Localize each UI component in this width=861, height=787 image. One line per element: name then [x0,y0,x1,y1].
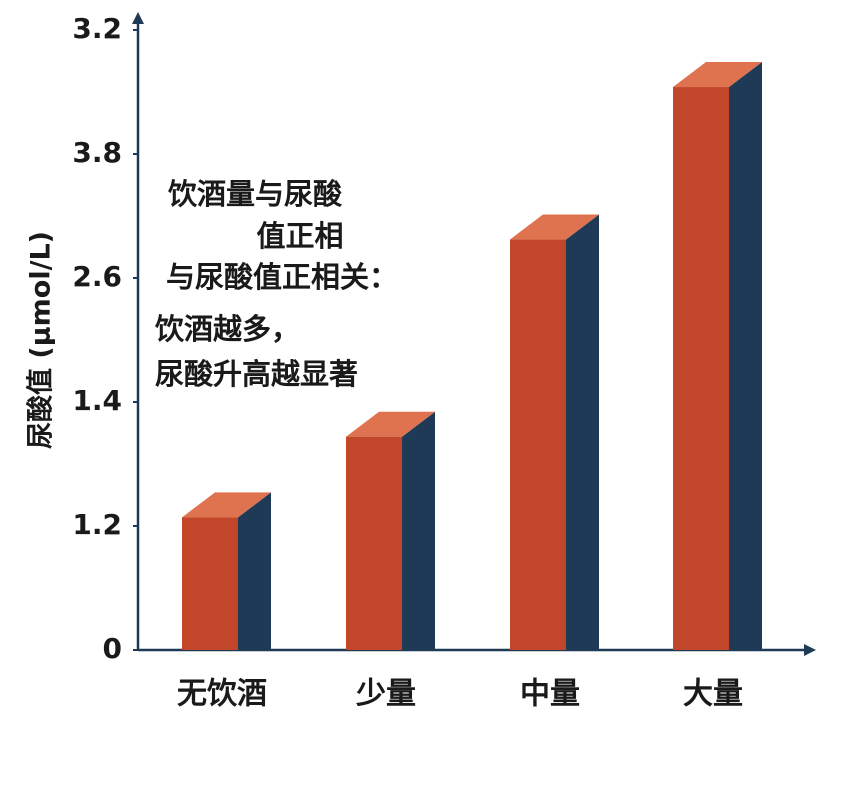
y-tick-label: 2.6 [72,260,122,293]
annotation: 值正相 [256,219,343,253]
y-tick-label: 1.2 [72,508,122,541]
bar [673,87,729,651]
annotation: 尿酸升高越显著 [155,357,358,391]
bar-top [510,214,599,240]
x-tick-label: 中量 [520,677,580,712]
y-tick-label: 0 [103,632,122,665]
bar-top [346,411,435,437]
x-tick-label: 大量 [683,677,743,712]
x-tick-label: 无饮酒 [177,677,267,712]
annotation: 与尿酸值正相关： [166,260,398,294]
bar-side [238,492,271,650]
bar-top [182,492,271,518]
y-tick-label: 3.8 [72,136,122,169]
bar-top [673,62,762,88]
y-axis-arrow [132,12,144,24]
bar [510,239,566,650]
annotation: 饮酒越多， [154,312,300,346]
bar [346,436,402,650]
bar-side [566,214,599,650]
annotation: 饮酒量与尿酸 [167,177,343,211]
bar-side [402,411,435,650]
x-tick-label: 少量 [356,677,416,712]
y-tick-label: 1.4 [72,384,122,417]
y-axis-label: 尿酸值 (μmol/L) [26,231,57,449]
bar [182,517,238,650]
y-tick-label: 3.2 [72,12,122,45]
bar-side [729,62,762,651]
x-axis-arrow [804,644,816,656]
